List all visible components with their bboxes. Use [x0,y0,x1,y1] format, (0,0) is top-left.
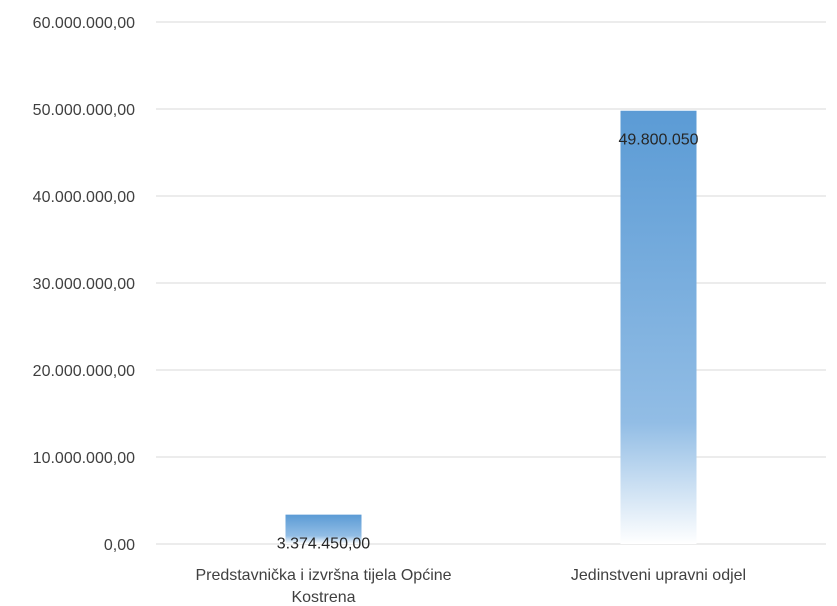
y-tick-label: 0,00 [104,537,135,554]
bars [285,110,697,544]
gridlines [156,21,826,545]
category-label-line: Predstavnička i izvršna tijela Općine [195,567,451,584]
category-label-line: Jedinstveni upravni odjel [571,567,746,584]
category-label-line: Kostrena [291,589,355,606]
x-axis-category-labels: Predstavnička i izvršna tijela Općine Kos… [195,567,746,606]
y-tick-label: 10.000.000,00 [33,450,135,467]
y-tick-label: 40.000.000,00 [33,189,135,206]
bar [620,110,697,544]
y-tick-label: 30.000.000,00 [33,276,135,293]
data-label: 49.800.050 [618,132,698,149]
y-tick-label: 50.000.000,00 [33,102,135,119]
data-labels: 3.374.450,00 49.800.050 [277,132,699,553]
category-label: Jedinstveni upravni odjel [571,567,746,584]
y-tick-label: 20.000.000,00 [33,363,135,380]
category-label: Predstavnička i izvršna tijela Općine Kos… [195,567,451,606]
y-tick-label: 60.000.000,00 [33,15,135,32]
bar [285,514,362,544]
data-label: 3.374.450,00 [277,536,371,553]
y-axis-tick-labels: 0,00 10.000.000,00 20.000.000,00 30.000.000… [33,15,135,554]
